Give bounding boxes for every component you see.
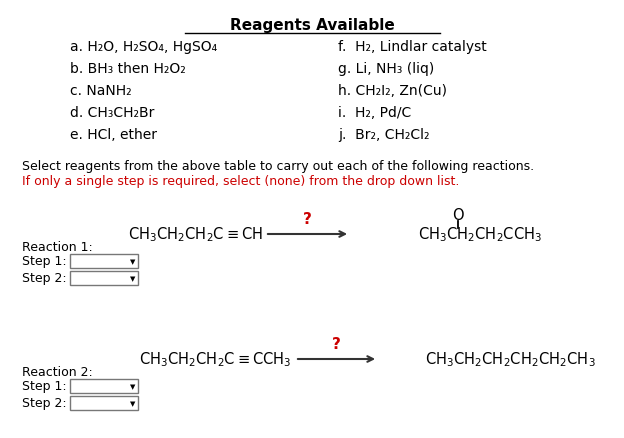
Text: ?: ? [332, 337, 341, 352]
Text: ▼: ▼ [130, 383, 135, 389]
Text: Reaction 1:: Reaction 1: [22, 240, 93, 254]
Text: $\mathregular{CH_3CH_2CH_2C{\equiv}CH}$: $\mathregular{CH_3CH_2CH_2C{\equiv}CH}$ [127, 225, 263, 244]
Text: ?: ? [303, 212, 312, 227]
Text: Step 2:: Step 2: [22, 396, 67, 409]
Text: $\mathregular{CH_3CH_2CH_2C{\equiv}CCH_3}$: $\mathregular{CH_3CH_2CH_2C{\equiv}CCH_3… [139, 350, 291, 368]
Text: ▼: ▼ [130, 258, 135, 265]
Text: Reaction 2:: Reaction 2: [22, 365, 93, 378]
Text: If only a single step is required, select (none) from the drop down list.: If only a single step is required, selec… [22, 175, 459, 187]
Text: O: O [452, 207, 464, 222]
Text: h. CH₂I₂, Zn(Cu): h. CH₂I₂, Zn(Cu) [338, 84, 447, 98]
Text: Reagents Available: Reagents Available [230, 18, 394, 33]
Text: $\mathregular{CH_3CH_2CH_2CH_2CH_2CH_3}$: $\mathregular{CH_3CH_2CH_2CH_2CH_2CH_3}$ [425, 350, 595, 368]
Text: ▼: ▼ [130, 400, 135, 406]
Text: e. HCl, ether: e. HCl, ether [70, 128, 157, 141]
Bar [70, 254, 138, 268]
Text: d. CH₃CH₂Br: d. CH₃CH₂Br [70, 106, 154, 120]
Text: Step 1:: Step 1: [22, 379, 67, 392]
Text: $\mathregular{CH_3CH_2CH_2CCH_3}$: $\mathregular{CH_3CH_2CH_2CCH_3}$ [418, 225, 542, 244]
Text: Step 2:: Step 2: [22, 272, 67, 284]
Text: f.  H₂, Lindlar catalyst: f. H₂, Lindlar catalyst [338, 40, 487, 54]
Text: c. NaNH₂: c. NaNH₂ [70, 84, 132, 98]
Text: j.  Br₂, CH₂Cl₂: j. Br₂, CH₂Cl₂ [338, 128, 429, 141]
Text: i.  H₂, Pd/C: i. H₂, Pd/C [338, 106, 411, 120]
Bar [70, 396, 138, 410]
Text: Step 1:: Step 1: [22, 254, 67, 267]
Text: b. BH₃ then H₂O₂: b. BH₃ then H₂O₂ [70, 62, 186, 76]
Bar [70, 272, 138, 285]
Text: a. H₂O, H₂SO₄, HgSO₄: a. H₂O, H₂SO₄, HgSO₄ [70, 40, 217, 54]
Text: Select reagents from the above table to carry out each of the following reaction: Select reagents from the above table to … [22, 159, 534, 173]
Text: g. Li, NH₃ (liq): g. Li, NH₃ (liq) [338, 62, 434, 76]
Bar [70, 379, 138, 393]
Text: ▼: ▼ [130, 276, 135, 281]
